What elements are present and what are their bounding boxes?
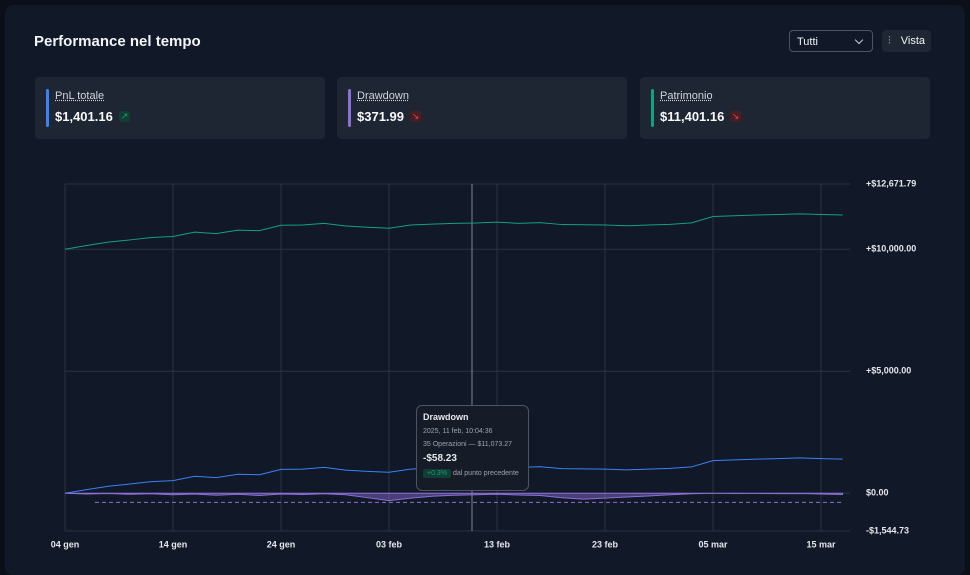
stat-card: Patrimonio $11,401.16 ↘	[640, 77, 930, 139]
card-value: $11,401.16	[660, 109, 725, 124]
y-tick-label: $0.00	[866, 488, 889, 498]
trend-icon: ↘	[730, 111, 741, 122]
x-tick-label: 15 mar	[806, 539, 836, 549]
x-tick-label: 05 mar	[698, 539, 728, 549]
x-tick-label: 04 gen	[51, 539, 80, 549]
card-label: Drawdown	[357, 90, 409, 102]
tooltip: Drawdown 2025, 11 feb, 10:04:36 35 Opera…	[416, 405, 529, 491]
card-label: Patrimonio	[660, 90, 713, 102]
trend-icon: ↗	[119, 111, 130, 122]
title: Performance nel tempo	[34, 33, 201, 50]
card-accent	[348, 89, 351, 127]
range-select[interactable]: Tutti	[789, 30, 873, 52]
tooltip-note: dal punto precedente	[453, 470, 519, 477]
stat-card: PnL totale $1,401.16 ↗	[35, 77, 325, 139]
trend-icon: ↘	[410, 111, 421, 122]
x-tick-label: 03 feb	[376, 539, 403, 549]
tooltip-detail: 35 Operazioni — $11,073.27	[423, 441, 512, 448]
x-tick-label: 24 gen	[267, 539, 296, 549]
view-label: Vista	[900, 35, 925, 47]
card-accent	[651, 89, 654, 127]
y-tick-label: +$12,671.79	[866, 178, 916, 188]
card-value: $1,401.16	[55, 109, 113, 124]
stat-card: Drawdown $371.99 ↘	[337, 77, 627, 139]
tooltip-value: -$58.23	[423, 453, 457, 464]
card-value: $371.99	[357, 109, 404, 124]
y-tick-label: +$5,000.00	[866, 366, 911, 376]
card-accent	[46, 89, 49, 127]
series-line	[64, 213, 843, 250]
tooltip-change: +0.3%	[423, 469, 452, 478]
x-tick-label: 23 feb	[592, 539, 619, 549]
x-tick-label: 14 gen	[159, 539, 188, 549]
y-tick-label: -$1,544.73	[866, 525, 909, 535]
view-button[interactable]: Vista	[882, 30, 931, 52]
drawdown-area	[64, 492, 844, 502]
y-tick-label: +$10,000.00	[866, 244, 916, 254]
tooltip-title: Drawdown	[423, 412, 469, 422]
card-label: PnL totale	[55, 90, 105, 102]
x-tick-label: 13 feb	[484, 539, 511, 549]
tooltip-time: 2025, 11 feb, 10:04:36	[423, 428, 493, 435]
